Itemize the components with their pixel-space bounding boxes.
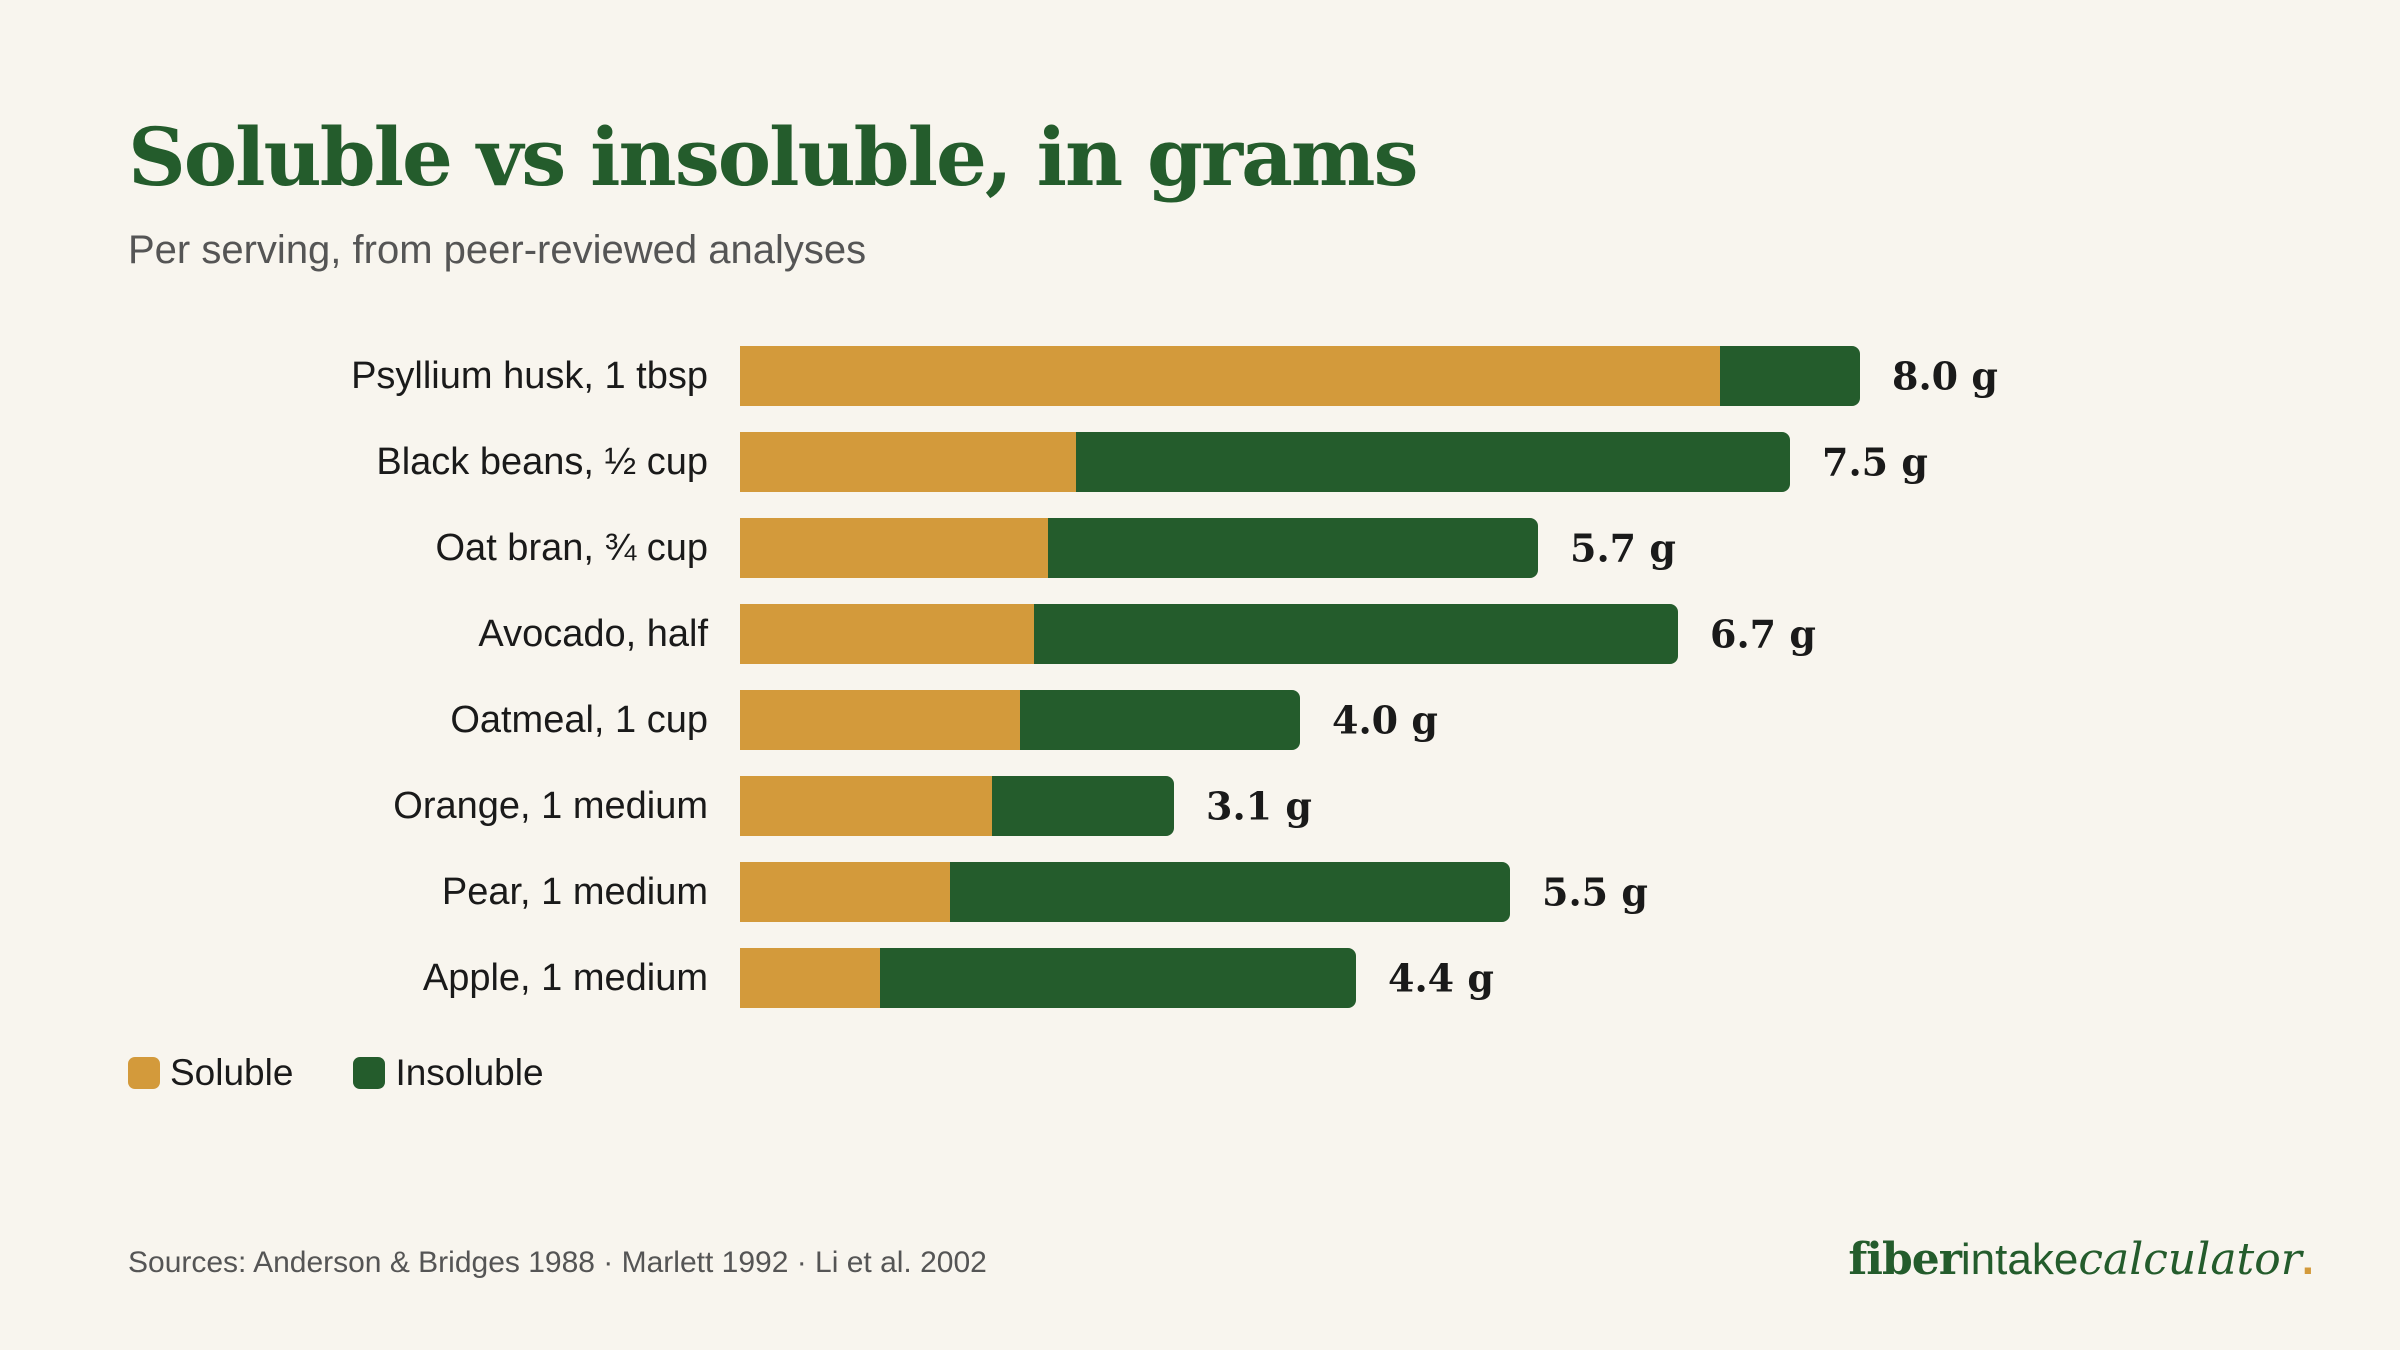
category-label-black-beans-cup: Black beans, ½ cup [376, 441, 708, 483]
total-label-oatmeal-1-cup: 4.0 g [1332, 698, 1438, 743]
bar-soluble-apple-1-medium [740, 948, 880, 1008]
chart-subtitle: Per serving, from peer-reviewed analyses [128, 228, 867, 272]
legend-swatch-soluble [128, 1057, 160, 1089]
bar-insoluble-apple-1-medium [740, 948, 1356, 1008]
bar-soluble-avocado-half [740, 604, 1034, 664]
brand-part-fiber: fiber [1848, 1234, 1962, 1285]
legend: Soluble Insoluble [128, 1052, 544, 1094]
chart-title: Soluble vs insoluble, in grams [128, 110, 1419, 204]
total-label-black-beans-cup: 7.5 g [1822, 440, 1928, 485]
bar-soluble-oat-bran-cup [740, 518, 1048, 578]
category-label-orange-1-medium: Orange, 1 medium [393, 785, 708, 827]
legend-item-insoluble: Insoluble [353, 1052, 544, 1094]
bar-soluble-psyllium-husk-1-tbsp [740, 346, 1720, 406]
bar-soluble-orange-1-medium [740, 776, 992, 836]
stacked-bar-chart: Psyllium husk, 1 tbsp 8.0 g Black beans, ½… [351, 346, 1998, 1008]
legend-label-insoluble: Insoluble [395, 1052, 544, 1093]
category-label-psyllium-husk-1-tbsp: Psyllium husk, 1 tbsp [351, 355, 708, 397]
legend-swatch-insoluble [353, 1057, 386, 1089]
total-label-pear-1-medium: 5.5 g [1542, 870, 1648, 915]
category-label-oatmeal-1-cup: Oatmeal, 1 cup [450, 699, 708, 741]
category-label-pear-1-medium: Pear, 1 medium [442, 871, 708, 913]
total-label-apple-1-medium: 4.4 g [1388, 956, 1494, 1001]
legend-item-soluble: Soluble [128, 1052, 293, 1094]
legend-label-soluble: Soluble [170, 1052, 294, 1093]
sources-note: Sources: Anderson & Bridges 1988 · Marle… [128, 1246, 987, 1279]
total-label-oat-bran-cup: 5.7 g [1570, 526, 1676, 571]
category-label-oat-bran-cup: Oat bran, ¾ cup [436, 527, 709, 569]
brand-part-intake: intake [1960, 1235, 2079, 1284]
bar-soluble-oatmeal-1-cup [740, 690, 1020, 750]
total-label-orange-1-medium: 3.1 g [1206, 784, 1312, 829]
total-label-avocado-half: 6.7 g [1710, 612, 1816, 657]
bar-soluble-pear-1-medium [740, 862, 950, 922]
brand-logo: fiberintakecalculator. [1848, 1234, 2314, 1285]
brand-part-calculator: calculator [2078, 1234, 2302, 1285]
category-label-avocado-half: Avocado, half [478, 613, 708, 655]
brand-dot: . [2301, 1235, 2314, 1284]
bar-soluble-black-beans-cup [740, 432, 1076, 492]
total-label-psyllium-husk-1-tbsp: 8.0 g [1892, 354, 1998, 399]
category-label-apple-1-medium: Apple, 1 medium [423, 957, 708, 999]
